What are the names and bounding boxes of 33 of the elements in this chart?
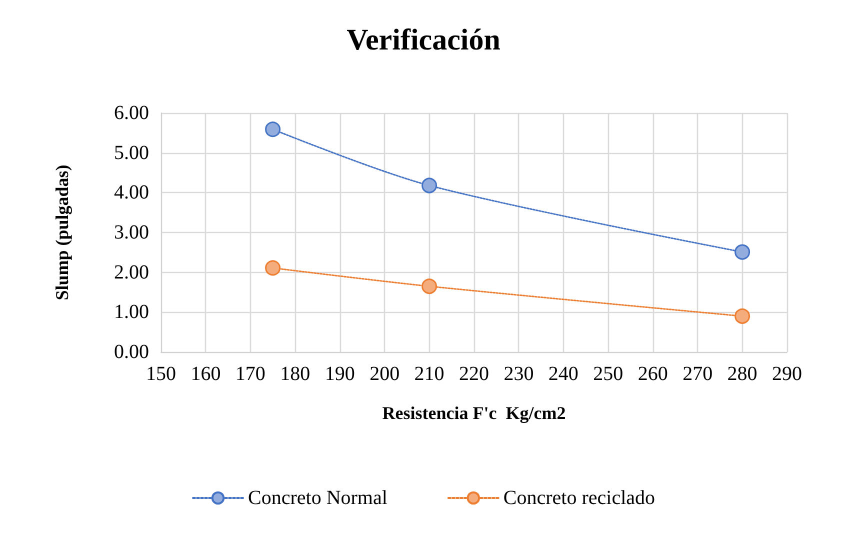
x-tick-label: 180 bbox=[280, 363, 310, 385]
x-tick-label: 220 bbox=[459, 363, 489, 385]
legend-label: Concreto reciclado bbox=[503, 487, 655, 509]
x-tick-label: 280 bbox=[727, 363, 758, 385]
x-tick-label: 200 bbox=[370, 363, 400, 385]
x-tick-label: 170 bbox=[235, 363, 266, 385]
chart-title: Verificación bbox=[346, 24, 501, 56]
x-tick-label: 260 bbox=[638, 363, 668, 385]
x-tick-label: 240 bbox=[548, 363, 578, 385]
x-tick-label: 190 bbox=[324, 363, 355, 385]
y-tick-label: 4.00 bbox=[114, 182, 149, 204]
point bbox=[422, 178, 438, 194]
x-tick-label: 150 bbox=[146, 363, 176, 385]
x-tick-label: 290 bbox=[772, 363, 802, 385]
y-tick-label: 6.00 bbox=[114, 102, 149, 124]
x-tick-label: 210 bbox=[414, 363, 444, 385]
y-tick-label: 3.00 bbox=[114, 222, 149, 244]
x-axis-title: Resistencia F'c Kg/cm2 bbox=[382, 403, 566, 423]
point bbox=[734, 244, 750, 260]
point bbox=[422, 278, 438, 294]
y-axis-title: Slump (pulgadas) bbox=[52, 164, 72, 300]
point bbox=[265, 122, 281, 138]
y-tick-label: 1.00 bbox=[114, 301, 149, 324]
x-tick-label: 160 bbox=[190, 363, 221, 385]
x-tick-label: 250 bbox=[593, 363, 624, 385]
x-tick-label: 230 bbox=[504, 363, 534, 385]
point bbox=[265, 260, 281, 276]
point bbox=[734, 308, 750, 324]
y-tick-label: 0.00 bbox=[114, 341, 149, 363]
y-tick-label: 5.00 bbox=[114, 142, 149, 164]
y-tick-label: 2.00 bbox=[114, 261, 149, 284]
legend-label: Concreto Normal bbox=[248, 487, 388, 509]
x-tick-label: 270 bbox=[682, 363, 713, 385]
